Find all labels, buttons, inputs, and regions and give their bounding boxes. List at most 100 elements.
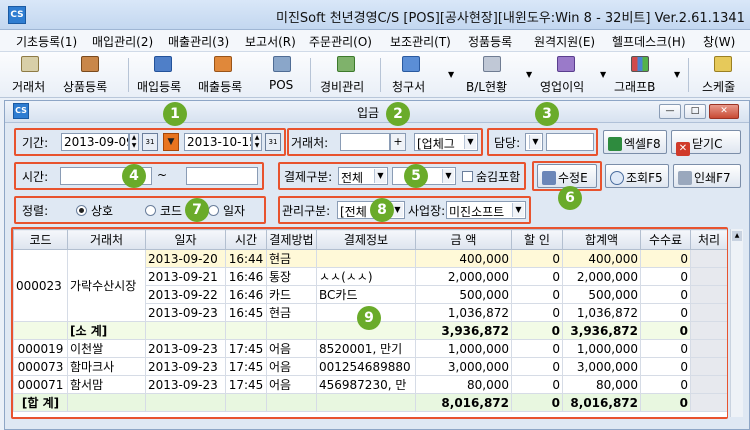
table-cell[interactable]: 3,000,000: [562, 357, 641, 376]
table-cell[interactable]: [690, 249, 727, 268]
table-cell[interactable]: 어음: [266, 339, 317, 358]
toolbar-pos-button[interactable]: POS: [262, 54, 302, 96]
table-cell[interactable]: ㅅㅅ(ㅅㅅ): [316, 267, 416, 286]
table-cell[interactable]: BC카드: [316, 285, 416, 304]
table-cell[interactable]: 1,036,872: [562, 303, 641, 322]
table-cell[interactable]: 현금: [266, 249, 317, 268]
column-header[interactable]: 시간: [225, 229, 267, 250]
table-cell[interactable]: [소 계]: [67, 321, 146, 340]
column-header[interactable]: 합계액: [562, 229, 641, 250]
table-row[interactable]: [합 계] 8,016,872 0 8,016,872 0: [13, 393, 727, 412]
toolbar-purchase-button[interactable]: 매입등록: [134, 54, 192, 96]
table-cell[interactable]: 16:44: [225, 249, 267, 268]
table-cell[interactable]: 2013-09-23: [145, 357, 226, 376]
print-button[interactable]: 인쇄F7: [673, 164, 741, 188]
table-cell[interactable]: 001254689880: [316, 357, 416, 376]
table-cell[interactable]: 함마크사: [67, 357, 146, 376]
table-cell[interactable]: 000019: [13, 339, 68, 358]
menu-reports[interactable]: 보고서(R): [245, 35, 296, 49]
bl-dropdown-icon[interactable]: ▼: [526, 70, 533, 79]
table-cell[interactable]: 2013-09-22: [145, 285, 226, 304]
table-cell[interactable]: 1,036,872: [415, 303, 512, 322]
table-cell[interactable]: [13, 321, 68, 340]
table-cell[interactable]: 0: [640, 249, 691, 268]
table-cell[interactable]: 통장: [266, 267, 317, 286]
table-cell[interactable]: 0: [640, 357, 691, 376]
table-cell[interactable]: 0: [511, 375, 563, 394]
profit-dropdown-icon[interactable]: ▼: [600, 70, 607, 79]
table-cell[interactable]: 0: [640, 267, 691, 286]
graph-dropdown-icon[interactable]: ▼: [674, 70, 681, 79]
table-cell[interactable]: 2013-09-23: [145, 339, 226, 358]
manager-field[interactable]: [546, 133, 594, 151]
table-row[interactable]: 2013-09-22 16:46 카드 BC카드 500,000 0 500,000 0: [14, 285, 727, 304]
table-cell[interactable]: 0: [640, 303, 691, 322]
table-row[interactable]: 2013-09-21 16:46 통장 ㅅㅅ(ㅅㅅ) 2,000,000 0 2,000,0…: [14, 267, 727, 286]
table-cell[interactable]: [145, 393, 226, 412]
table-cell[interactable]: 함서맘: [67, 375, 146, 394]
column-header[interactable]: 금 액: [415, 229, 512, 250]
table-cell[interactable]: 0: [511, 339, 563, 358]
table-cell[interactable]: [266, 393, 317, 412]
table-cell[interactable]: 400,000: [562, 249, 641, 268]
maximize-button[interactable]: □: [684, 104, 706, 119]
toolbar-schedule-button[interactable]: 스케줄: [696, 54, 750, 96]
date-to-calendar-icon[interactable]: 31: [265, 133, 281, 151]
table-cell[interactable]: 0: [640, 285, 691, 304]
column-header[interactable]: 거래처: [67, 229, 146, 250]
table-cell[interactable]: [690, 393, 727, 412]
column-header[interactable]: 처리: [690, 229, 727, 250]
client-type-dropdown[interactable]: [업체그 ▼: [414, 133, 478, 151]
date-preset-dropdown-icon[interactable]: ▼: [163, 133, 179, 151]
table-row[interactable]: 000023 가락수산시장 2013-09-20 16:44 현금 400,000 0 400…: [13, 249, 727, 322]
date-to-spinner[interactable]: ▲ ▼: [252, 133, 262, 151]
table-cell[interactable]: 0: [511, 303, 563, 322]
minimize-button[interactable]: —: [659, 104, 681, 119]
table-cell[interactable]: [690, 285, 727, 304]
sort-code-radio[interactable]: [145, 205, 156, 216]
column-header[interactable]: 결제정보: [316, 229, 416, 250]
table-cell[interactable]: 0: [511, 249, 563, 268]
table-cell[interactable]: 1,000,000: [562, 339, 641, 358]
table-cell[interactable]: 0: [511, 285, 563, 304]
table-cell[interactable]: [690, 321, 727, 340]
table-cell[interactable]: 3,000,000: [415, 357, 512, 376]
table-cell[interactable]: 1,000,000: [415, 339, 512, 358]
sort-name-radio[interactable]: [76, 205, 87, 216]
toolbar-graph-button[interactable]: 그래프B: [610, 54, 670, 96]
table-cell[interactable]: [690, 357, 727, 376]
edit-button[interactable]: 수정E: [537, 164, 597, 188]
client-field[interactable]: [340, 133, 390, 151]
table-cell[interactable]: 카드: [266, 285, 317, 304]
toolbar-client-button[interactable]: 거래처: [10, 54, 50, 96]
table-row[interactable]: 2013-09-23 16:45 현금 1,036,872 0 1,036,872 0: [14, 303, 727, 322]
table-cell[interactable]: 17:45: [225, 375, 267, 394]
table-cell[interactable]: 0: [640, 393, 691, 412]
table-cell[interactable]: 2,000,000: [415, 267, 512, 286]
table-cell[interactable]: 000071: [13, 375, 68, 394]
scroll-up-icon[interactable]: ▲: [732, 231, 742, 241]
table-cell[interactable]: 2013-09-23: [145, 375, 226, 394]
table-row[interactable]: [소 계] 3,936,872 0 3,936,872 0: [13, 321, 727, 340]
table-cell[interactable]: 17:45: [225, 339, 267, 358]
client-add-button[interactable]: +: [390, 133, 406, 151]
table-cell[interactable]: 이천쌀: [67, 339, 146, 358]
column-header[interactable]: 일자: [145, 229, 226, 250]
table-row[interactable]: 000071 함서맘 2013-09-23 17:45 어음 456987230, 만 80…: [13, 375, 727, 394]
table-cell[interactable]: 어음: [266, 357, 317, 376]
table-cell[interactable]: 0: [511, 357, 563, 376]
close-window-button[interactable]: ✕: [709, 104, 739, 119]
vertical-scrollbar[interactable]: ▲: [730, 229, 743, 417]
search-button[interactable]: 조회F5: [605, 164, 669, 188]
table-cell[interactable]: 16:46: [225, 285, 267, 304]
date-from-spinner[interactable]: ▲ ▼: [129, 133, 139, 151]
date-from-calendar-icon[interactable]: 31: [142, 133, 158, 151]
table-cell[interactable]: [690, 303, 727, 322]
table-cell[interactable]: [316, 393, 416, 412]
table-cell[interactable]: 456987230, 만: [316, 375, 416, 394]
table-cell[interactable]: 17:45: [225, 357, 267, 376]
table-cell[interactable]: 8,016,872: [562, 393, 641, 412]
column-header[interactable]: 할 인: [511, 229, 563, 250]
menu-license[interactable]: 정품등록: [468, 35, 513, 49]
date-from-field[interactable]: 2013-09-09: [61, 133, 129, 151]
